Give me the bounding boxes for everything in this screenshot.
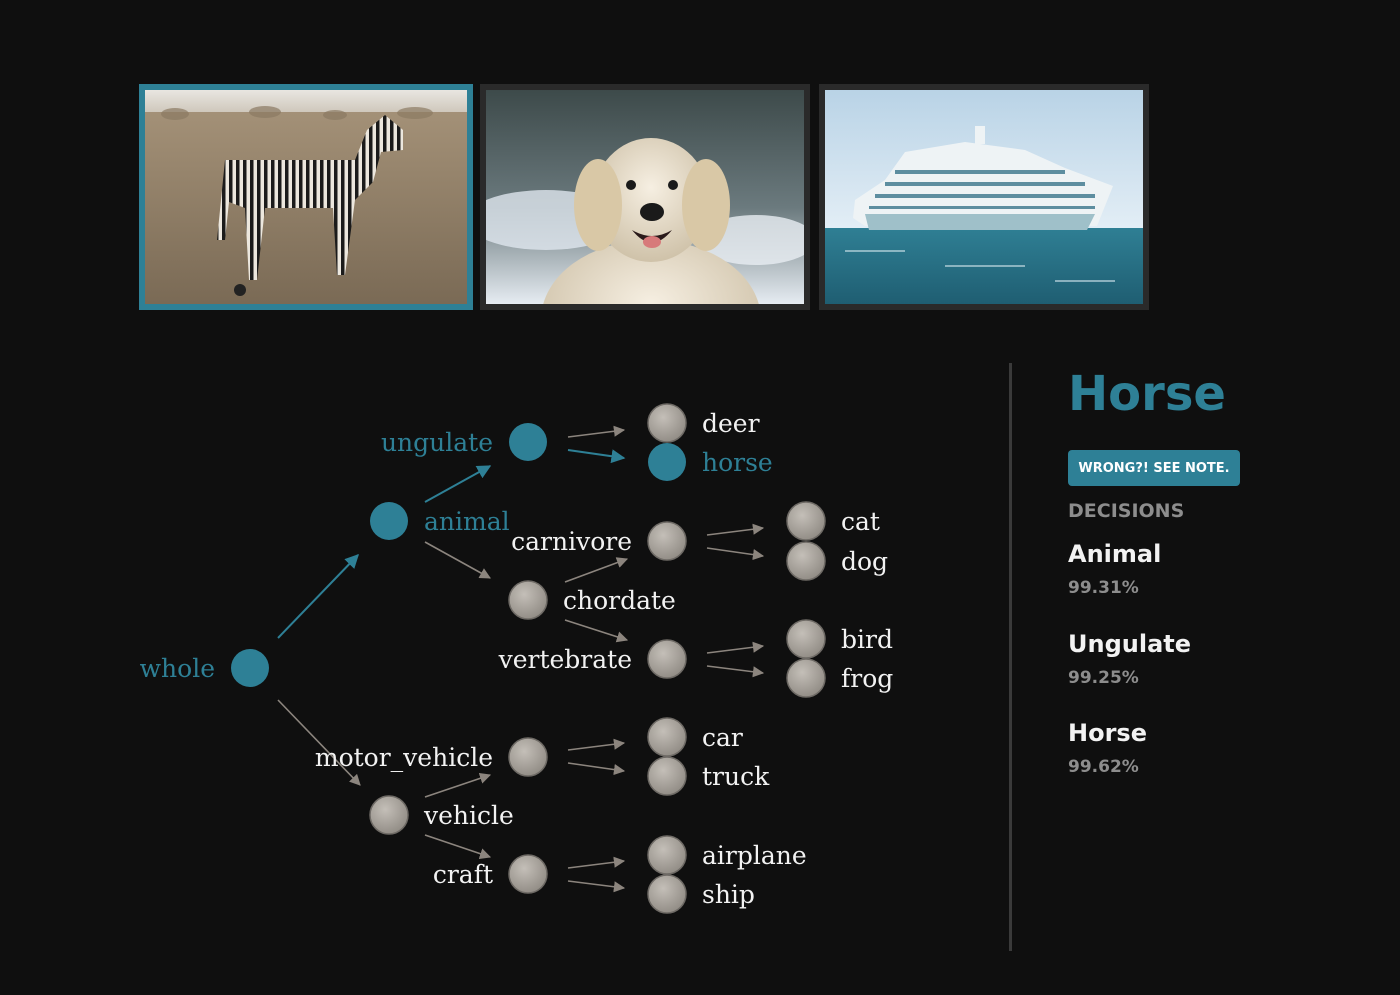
node-deer[interactable]	[647, 403, 687, 443]
ship-image	[825, 90, 1143, 304]
decision-item: Ungulate 99.25%	[1068, 630, 1191, 688]
decision-percent: 99.25%	[1068, 668, 1139, 688]
panel-divider	[1009, 363, 1012, 951]
node-vertebrate[interactable]	[647, 639, 687, 679]
node-label-car: car	[702, 723, 743, 752]
node-ungulate[interactable]	[509, 423, 547, 461]
decision-label: Animal	[1068, 540, 1162, 568]
node-label-deer: deer	[702, 409, 760, 438]
edge-vertebrate-bird	[706, 641, 765, 654]
node-label-dog: dog	[841, 547, 888, 576]
node-frog[interactable]	[786, 658, 826, 698]
edge-ungulate-deer	[567, 425, 626, 438]
decision-label: Ungulate	[1068, 630, 1192, 658]
decision-label: Horse	[1068, 719, 1147, 747]
decision-percent: 99.62%	[1068, 757, 1139, 777]
prediction-title: Horse	[1068, 366, 1226, 422]
edge-whole-animal	[277, 553, 359, 639]
image-thumbnail-zebra[interactable]	[139, 84, 473, 310]
decision-item: Horse 99.62%	[1068, 719, 1147, 777]
edge-chordate-vertebrate	[564, 619, 629, 643]
image-thumbnail-ship[interactable]	[819, 84, 1149, 310]
node-label-chordate: chordate	[563, 586, 676, 615]
node-label-ungulate: ungulate	[381, 428, 493, 457]
edge-carnivore-dog	[706, 547, 765, 561]
node-label-ship: ship	[702, 880, 755, 909]
decision-item: Animal 99.31%	[1068, 540, 1161, 598]
node-chordate[interactable]	[508, 580, 548, 620]
edge-carnivore-cat	[706, 523, 765, 536]
node-whole[interactable]	[231, 649, 269, 687]
node-airplane[interactable]	[647, 835, 687, 875]
dog-image	[486, 90, 804, 304]
node-craft[interactable]	[508, 854, 548, 894]
edge-whole-vehicle	[277, 699, 361, 786]
node-animal[interactable]	[370, 502, 408, 540]
edge-craft-ship	[567, 880, 626, 893]
node-label-whole: whole	[140, 654, 215, 683]
node-label-airplane: airplane	[702, 841, 807, 870]
edge-vehicle-craft	[424, 834, 492, 860]
node-dog[interactable]	[786, 541, 826, 581]
edge-vertebrate-frog	[706, 665, 765, 678]
edge-animal-ungulate	[424, 465, 492, 503]
node-label-bird: bird	[841, 625, 893, 654]
node-label-motor_vehicle: motor_vehicle	[315, 743, 493, 772]
node-motor_vehicle[interactable]	[508, 737, 548, 777]
edge-animal-chordate	[424, 541, 491, 579]
edge-chordate-carnivore	[564, 557, 629, 583]
edge-motor_vehicle-truck	[567, 762, 626, 776]
node-label-vertebrate: vertebrate	[498, 645, 632, 674]
node-vehicle[interactable]	[369, 795, 409, 835]
image-thumbnail-dog[interactable]	[480, 84, 810, 310]
zebra-image	[145, 90, 467, 304]
node-ship[interactable]	[647, 874, 687, 914]
node-label-animal: animal	[424, 507, 510, 536]
decision-tree: whole animal vehicle ungulate carnivore chord…	[140, 403, 893, 914]
see-note-button[interactable]: WRONG?! SEE NOTE.	[1068, 450, 1240, 486]
edge-ungulate-horse	[567, 449, 626, 464]
node-car[interactable]	[647, 717, 687, 757]
node-label-cat: cat	[841, 507, 880, 536]
edge-vehicle-motor_vehicle	[424, 772, 492, 798]
node-cat[interactable]	[786, 501, 826, 541]
node-horse[interactable]	[648, 443, 686, 481]
node-label-horse: horse	[702, 448, 773, 477]
edge-motor_vehicle-car	[567, 738, 626, 751]
node-bird[interactable]	[786, 619, 826, 659]
node-label-carnivore: carnivore	[511, 527, 632, 556]
decision-percent: 99.31%	[1068, 578, 1139, 598]
node-carnivore[interactable]	[647, 521, 687, 561]
node-label-frog: frog	[841, 664, 893, 693]
edge-craft-airplane	[567, 856, 626, 869]
node-truck[interactable]	[647, 756, 687, 796]
node-label-craft: craft	[433, 860, 493, 889]
decisions-heading: DECISIONS	[1068, 500, 1185, 522]
node-label-vehicle: vehicle	[423, 801, 514, 830]
node-label-truck: truck	[702, 762, 770, 791]
